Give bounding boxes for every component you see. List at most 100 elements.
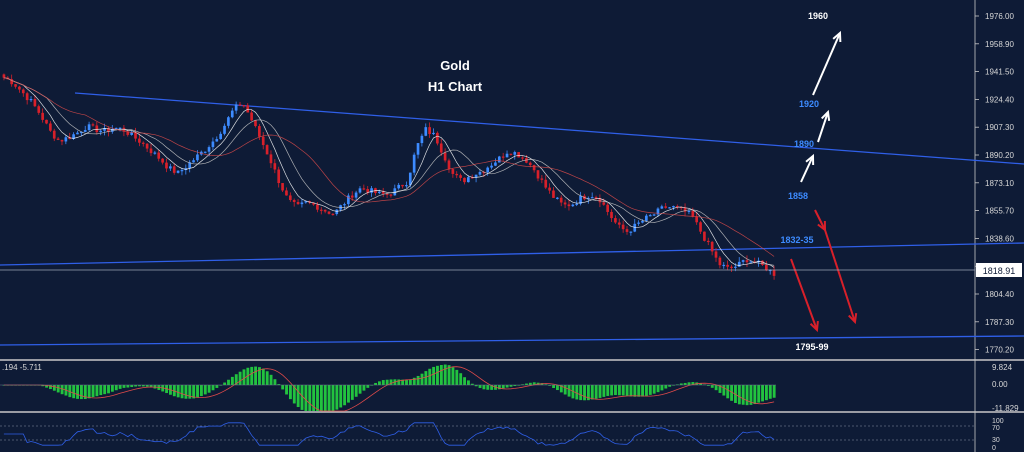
candle-body: [242, 105, 246, 107]
candle-body: [227, 117, 230, 126]
candle-body: [730, 266, 733, 268]
macd-histogram-bar: [528, 382, 532, 385]
macd-histogram-bar: [621, 385, 625, 396]
candle-body: [25, 93, 29, 101]
macd-histogram-bar: [737, 385, 741, 405]
macd-histogram-bar: [246, 367, 250, 385]
macd-histogram-bar: [617, 385, 621, 396]
macd-histogram-bar: [192, 385, 196, 399]
macd-histogram-bar: [258, 367, 261, 385]
macd-histogram-bar: [447, 365, 451, 385]
macd-histogram-bar: [761, 385, 764, 402]
candle-body: [641, 220, 644, 223]
price-tick-label: 1770.20: [985, 346, 1014, 355]
candle-body: [536, 170, 540, 179]
macd-histogram-bar: [188, 385, 192, 399]
macd-histogram-bar: [122, 385, 126, 388]
arrow-down-left-head: [809, 320, 819, 333]
macd-histogram-bar: [335, 385, 339, 410]
macd-histogram-bar: [261, 368, 265, 385]
price-tick-label: 1924.40: [985, 95, 1014, 104]
candle-body: [567, 204, 571, 207]
arrow-down-right: [824, 229, 856, 323]
macd-histogram-bar: [242, 369, 246, 385]
moving-average-line: [3, 77, 775, 266]
candle-body: [497, 156, 501, 163]
candle-body: [416, 143, 420, 155]
candle-body: [172, 166, 176, 173]
macd-histogram-bar: [497, 385, 501, 390]
candle-body: [161, 158, 164, 163]
candle-body: [745, 260, 749, 263]
candle-body: [749, 261, 753, 263]
candle-body: [517, 152, 520, 158]
candle-body: [370, 188, 373, 193]
macd-histogram-bar: [207, 385, 211, 393]
macd-histogram-bar: [579, 385, 583, 401]
macd-histogram-bar: [408, 379, 412, 385]
label-1890: 1890: [794, 139, 814, 149]
macd-histogram-bar: [683, 382, 687, 385]
price-tick-label: 1907.30: [985, 123, 1014, 132]
trendline: [74, 92, 1024, 165]
candle-body: [571, 204, 575, 207]
macd-histogram-bar: [114, 385, 118, 391]
candle-body: [656, 208, 660, 215]
candle-body: [490, 165, 493, 168]
candle-body: [470, 177, 474, 179]
macd-histogram-bar: [141, 385, 145, 387]
macd-histogram-bar: [455, 369, 459, 385]
macd-histogram-bar: [482, 385, 486, 390]
macd-histogram-bar: [745, 385, 749, 406]
macd-histogram-bar: [675, 384, 679, 386]
candle-body: [126, 131, 130, 135]
current-price-box: [976, 263, 1022, 277]
candle-body: [377, 191, 381, 194]
candle-body: [138, 138, 141, 143]
candle-body: [447, 160, 451, 170]
candle-body: [443, 152, 447, 161]
macd-histogram-bar: [91, 385, 95, 398]
candle-body: [606, 204, 609, 212]
macd-histogram-bar: [633, 385, 637, 397]
macd-histogram-bar: [610, 385, 614, 396]
candle-body: [424, 127, 428, 136]
rsi-tick-30: 30: [992, 437, 1000, 444]
macd-histogram-bar: [265, 371, 269, 385]
candle-body: [706, 240, 710, 243]
macd-histogram-bar: [645, 385, 648, 396]
arrow-up-to-1920-head: [821, 109, 831, 122]
candle-body: [525, 158, 528, 163]
candle-body: [610, 211, 613, 219]
macd-histogram-bar: [556, 385, 559, 391]
candle-body: [586, 197, 590, 200]
candle-body: [52, 130, 56, 139]
candle-body: [726, 264, 729, 267]
arrow-down-left: [790, 258, 818, 331]
macd-histogram-bar: [552, 385, 556, 389]
candle-body: [648, 215, 652, 217]
candle-body: [672, 206, 675, 208]
macd-histogram-bar: [126, 385, 130, 388]
candle-body: [76, 132, 79, 135]
macd-indicator: [0, 364, 776, 412]
candle-body: [234, 104, 238, 111]
price-tick-label: 1941.50: [985, 68, 1014, 77]
candle-body: [134, 132, 137, 139]
candle-body: [141, 142, 145, 144]
macd-histogram-bar: [300, 385, 304, 410]
candle-body: [718, 257, 722, 266]
candle-body: [223, 125, 226, 134]
macd-histogram-bar: [432, 366, 436, 385]
candle-body: [258, 126, 261, 137]
candle-body: [165, 162, 168, 169]
candle-body: [358, 188, 362, 193]
candle-body: [60, 139, 64, 142]
candle-body: [602, 202, 606, 205]
macd-histogram-bar: [145, 385, 149, 387]
macd-histogram-bar: [687, 382, 691, 385]
candle-body: [432, 132, 435, 135]
arrow-down-right-upper: [814, 209, 826, 231]
price-tick-label: 1838.60: [985, 234, 1014, 243]
macd-histogram-bar: [211, 385, 215, 391]
